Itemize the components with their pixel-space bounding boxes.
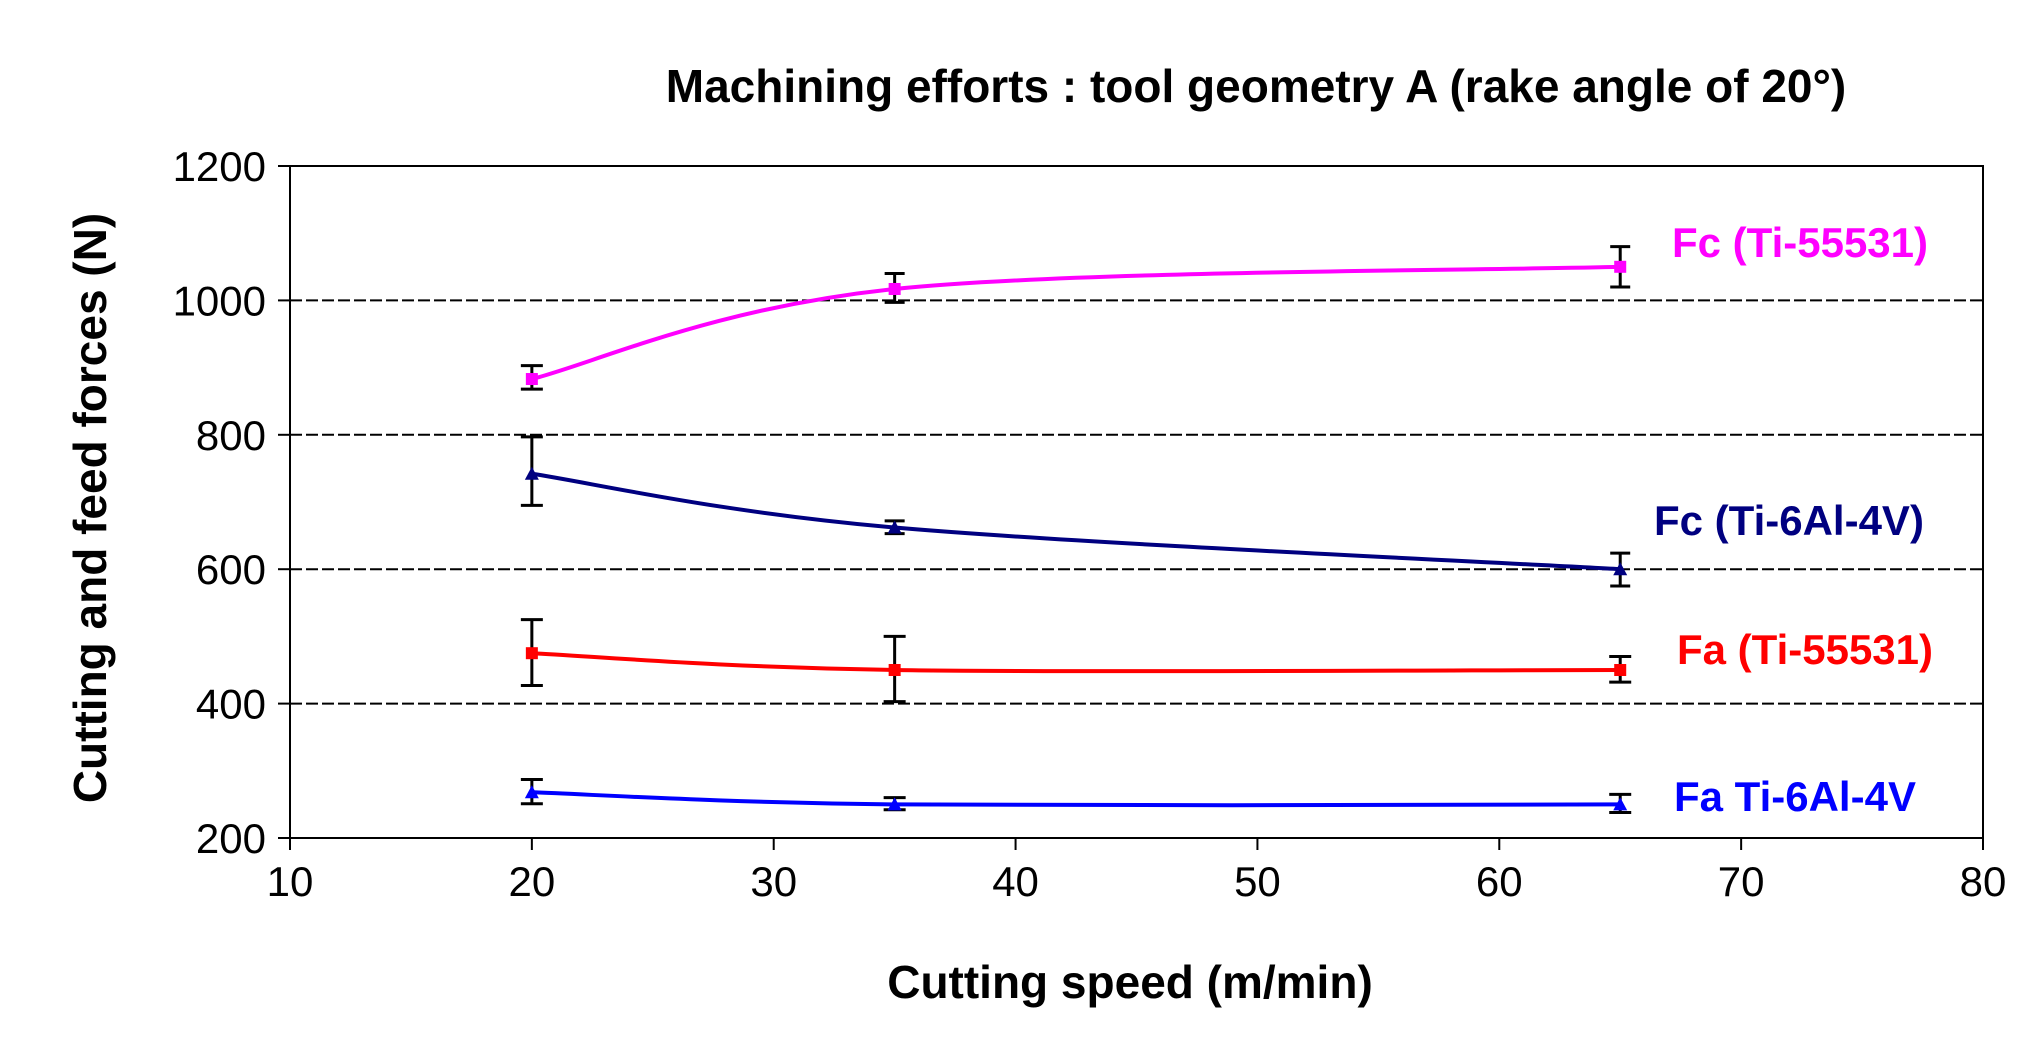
y-tick-label-1200: 1200 bbox=[173, 143, 266, 190]
axes: 200 400 600 800 1000 1200 10 20 30 40 50 60 70 80 bbox=[173, 143, 2007, 905]
data-point bbox=[888, 664, 901, 676]
chart-title: Machining efforts : tool geometry A (rak… bbox=[666, 60, 1846, 112]
y-tick-label-800: 800 bbox=[196, 412, 266, 459]
x-tick-label-10: 10 bbox=[267, 858, 314, 905]
series-label-fa-ti-55531: Fa (Ti-55531) bbox=[1677, 626, 1933, 673]
series-line-fc-ti-55531 bbox=[531, 264, 1621, 381]
data-point bbox=[524, 466, 539, 480]
y-tick-label-200: 200 bbox=[196, 815, 266, 862]
series-fa-ti-55531 bbox=[520, 618, 1632, 704]
series-line-fa-ti-55531 bbox=[531, 651, 1621, 674]
series-line-fc-ti-6al-4v bbox=[531, 471, 1621, 572]
data-point bbox=[524, 785, 539, 799]
x-tick-label-80: 80 bbox=[1960, 858, 2007, 905]
data-point bbox=[1614, 260, 1627, 273]
x-tick-label-70: 70 bbox=[1718, 858, 1765, 905]
y-axis-label: Cutting and feed forces (N) bbox=[64, 213, 116, 803]
series-group bbox=[520, 245, 1632, 814]
x-tick-label-20: 20 bbox=[508, 858, 555, 905]
data-point bbox=[525, 647, 538, 660]
series-fa-ti-6al-4v bbox=[520, 778, 1632, 814]
data-point bbox=[1613, 797, 1628, 811]
x-tick-label-30: 30 bbox=[750, 858, 797, 905]
series-label-fa-ti-6al-4v: Fa Ti-6Al-4V bbox=[1674, 773, 1916, 820]
x-axis-label: Cutting speed (m/min) bbox=[887, 956, 1373, 1008]
data-point bbox=[887, 520, 902, 534]
data-point bbox=[888, 282, 901, 295]
y-tick-label-400: 400 bbox=[196, 681, 266, 728]
data-point bbox=[1614, 664, 1627, 676]
plot-area-frame bbox=[289, 165, 1984, 839]
series-fc-ti-6al-4v bbox=[520, 435, 1631, 588]
data-point bbox=[525, 373, 538, 386]
x-tick-label-60: 60 bbox=[1476, 858, 1523, 905]
x-tick-label-50: 50 bbox=[1234, 858, 1281, 905]
series-line-fa-ti-6al-4v bbox=[531, 790, 1621, 808]
data-point bbox=[887, 797, 902, 811]
x-tick-label-40: 40 bbox=[992, 858, 1039, 905]
data-point bbox=[1613, 562, 1628, 576]
series-label-fc-ti-55531: Fc (Ti-55531) bbox=[1672, 219, 1928, 266]
y-tick-label-600: 600 bbox=[196, 546, 266, 593]
series-fc-ti-55531 bbox=[520, 245, 1631, 391]
series-label-fc-ti-6al-4v: Fc (Ti-6Al-4V) bbox=[1654, 497, 1924, 544]
gridlines bbox=[290, 299, 1983, 705]
y-tick-label-1000: 1000 bbox=[173, 277, 266, 324]
